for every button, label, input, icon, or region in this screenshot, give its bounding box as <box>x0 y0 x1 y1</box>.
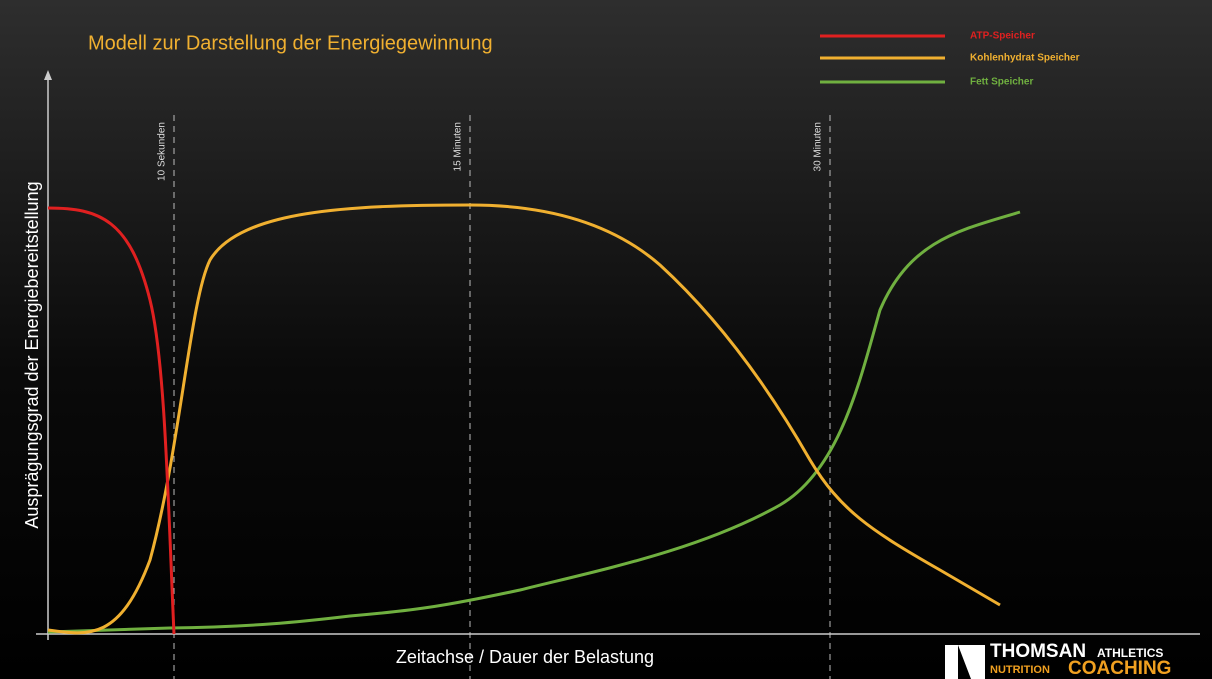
legend-label: Kohlenhydrat Speicher <box>970 53 1080 64</box>
legend-label: Fett Speicher <box>970 77 1033 88</box>
y-axis-label: Ausprägungsgrad der Energiebereitstellun… <box>22 181 42 528</box>
atp-curve <box>47 206 176 635</box>
fat-curve <box>47 210 1021 634</box>
logo-mark <box>945 645 985 679</box>
marker-label: 10 Sekunden <box>157 122 168 181</box>
marker-label: 15 Minuten <box>453 122 464 171</box>
logo-name: THOMSAN <box>990 641 1086 662</box>
y-axis-arrow <box>44 70 52 80</box>
title: Modell zur Darstellung der Energiegewinn… <box>88 32 493 54</box>
marker-label: 30 Minuten <box>813 122 824 171</box>
logo: THOMSAN ATHLETICS NUTRITION COACHING <box>945 641 1171 679</box>
logo-text: NUTRITION <box>990 664 1050 676</box>
logo-text: ATHLETICS <box>1097 646 1163 660</box>
x-axis-label: Zeitachse / Dauer der Belastung <box>396 647 654 667</box>
legend-label: ATP-Speicher <box>970 31 1035 42</box>
carb-curve <box>47 203 1001 635</box>
logo-text: COACHING <box>1068 658 1171 679</box>
